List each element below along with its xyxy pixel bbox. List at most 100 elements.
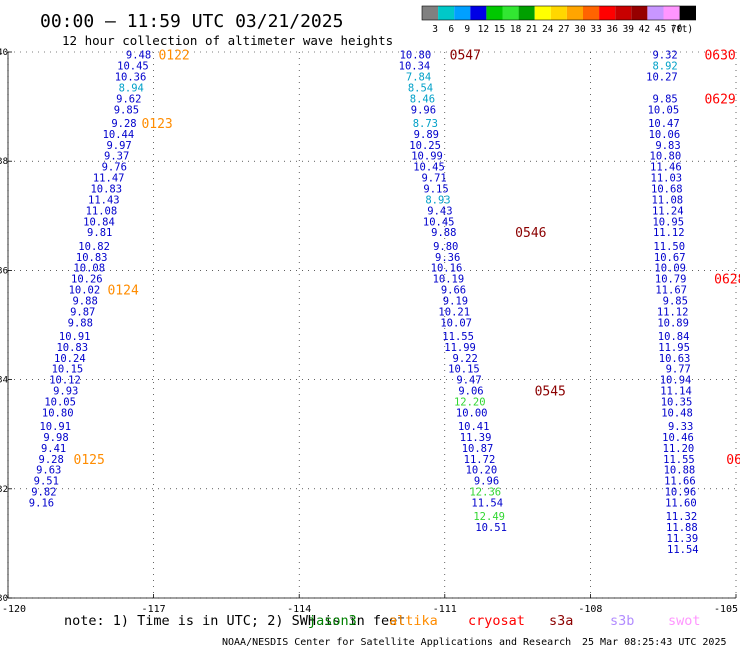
pass-time-label: 0547 [450,49,481,64]
wave-height-value: 10.51 [475,522,507,534]
wave-height-value: 9.98 [43,432,68,444]
wave-height-value: 9.51 [34,476,59,488]
longitude-tick-label: -114 [287,604,311,615]
longitude-tick-label: -111 [433,604,457,615]
wave-height-value: 9.43 [427,205,452,217]
wave-height-value: 9.41 [41,443,66,455]
wave-height-value: 10.00 [456,407,488,419]
wave-height-value: 10.44 [103,129,135,141]
wave-height-value: 10.46 [662,432,694,444]
wave-height-value: 10.89 [657,317,689,329]
scale-swatch [550,6,567,20]
legend-altika: altika [389,613,438,629]
scale-frame [421,5,697,21]
pass-time-label: 0122 [158,49,189,64]
wave-height-value: 11.50 [653,241,685,253]
wave-height-value: 9.48 [126,50,151,62]
scale-swatch [518,6,535,20]
wave-height-value: 10.07 [440,317,472,329]
wave-height-value: 11.43 [88,194,120,206]
scale-tick-label: 36 [606,24,618,35]
wave-height-value: 10.68 [651,184,683,196]
wave-height-value: 10.91 [59,331,91,343]
wave-height-value: 10.35 [661,396,693,408]
wave-height-value: 9.32 [652,50,677,62]
wave-height-value: 9.36 [435,252,460,264]
scale-swatch [454,6,471,20]
scale-tick-label: 12 [478,24,489,35]
wave-height-value: 9.96 [411,104,436,116]
pass-time-label: 0125 [74,453,105,468]
wave-height-value: 11.47 [93,173,125,185]
scale-tick-label: 27 [558,24,569,35]
wave-height-value: 10.80 [42,407,74,419]
wave-height-value: 11.46 [650,162,682,174]
wave-height-value: 11.60 [665,497,697,509]
wave-height-value: 9.37 [104,151,129,163]
wave-height-value: 11.12 [653,227,685,239]
wave-height-value: 11.54 [667,544,699,556]
pass-time-label: 0546 [515,226,546,241]
scale-tick-label: 70 [671,24,683,35]
wave-height-value: 10.67 [654,252,686,264]
wave-height-value: 10.15 [52,364,84,376]
wave-height-value: 10.91 [39,421,71,433]
scale-swatch [647,6,664,20]
wave-height-value: 11.99 [444,342,476,354]
wave-height-value: 10.06 [649,129,681,141]
wave-height-value: 9.80 [433,241,458,253]
wave-height-value: 10.34 [399,61,431,73]
wave-height-value: 10.12 [49,375,81,387]
wave-height-value: 10.26 [71,274,103,286]
legend-jason3: jason3 [308,613,357,629]
wave-height-value: 9.97 [106,140,131,152]
wave-height-value: 9.88 [431,227,456,239]
wave-height-value: 11.88 [666,522,698,534]
scale-swatch [486,6,503,20]
longitude-labels: -120 -117 -114 -111 -108 -105 [2,604,738,615]
wave-height-value: 10.36 [115,72,147,84]
wave-height-value: 10.45 [413,162,445,174]
latitude-tick-label: 34 [0,376,8,386]
pass-time-label: 0627 [726,453,740,468]
wave-height-value: 9.19 [443,295,468,307]
wave-height-value: 10.45 [423,216,455,228]
scale-tick-label: 45 [655,24,666,35]
wave-height-value: 10.84 [83,216,115,228]
wave-height-value: 9.96 [474,476,499,488]
scale-swatch [631,6,648,20]
wave-height-value: 11.12 [657,306,689,318]
wave-height-value: 10.95 [652,216,684,228]
wave-height-value: 9.88 [72,295,97,307]
scale-swatch [438,6,455,20]
wave-height-value: 9.71 [421,173,446,185]
wave-height-value: 8.46 [410,93,435,105]
scale-swatch [663,6,680,20]
wave-height-value: 12.49 [473,511,505,523]
latitude-tick-label: 38 [0,157,8,167]
wave-height-value: 11.32 [666,511,698,523]
pass-time-label: 0629 [704,92,735,107]
wave-height-value: 10.08 [73,263,105,275]
wave-height-value: 11.39 [667,533,699,545]
wave-height-value: 9.77 [666,364,691,376]
wave-height-value: 9.87 [70,306,95,318]
wave-height-value: 9.62 [116,93,141,105]
wave-height-value: 9.33 [668,421,693,433]
wave-height-value: 7.84 [406,72,431,84]
wave-height-value: 9.85 [652,93,677,105]
wave-height-value: 9.85 [663,295,688,307]
wave-height-value: 9.76 [102,162,127,174]
legend-s3b: s3b [610,613,634,629]
wave-height-value: 9.63 [36,465,61,477]
wave-height-value: 11.72 [464,454,496,466]
scale-swatch [583,6,600,20]
wave-height-value: 11.54 [471,497,503,509]
wave-height-value: 10.27 [646,72,678,84]
wave-height-value: 9.47 [456,375,481,387]
wave-height-value: 10.16 [431,263,463,275]
legend-s3a: s3a [549,613,573,629]
wave-height-value: 10.05 [44,396,76,408]
wave-height-value: 9.89 [414,129,439,141]
